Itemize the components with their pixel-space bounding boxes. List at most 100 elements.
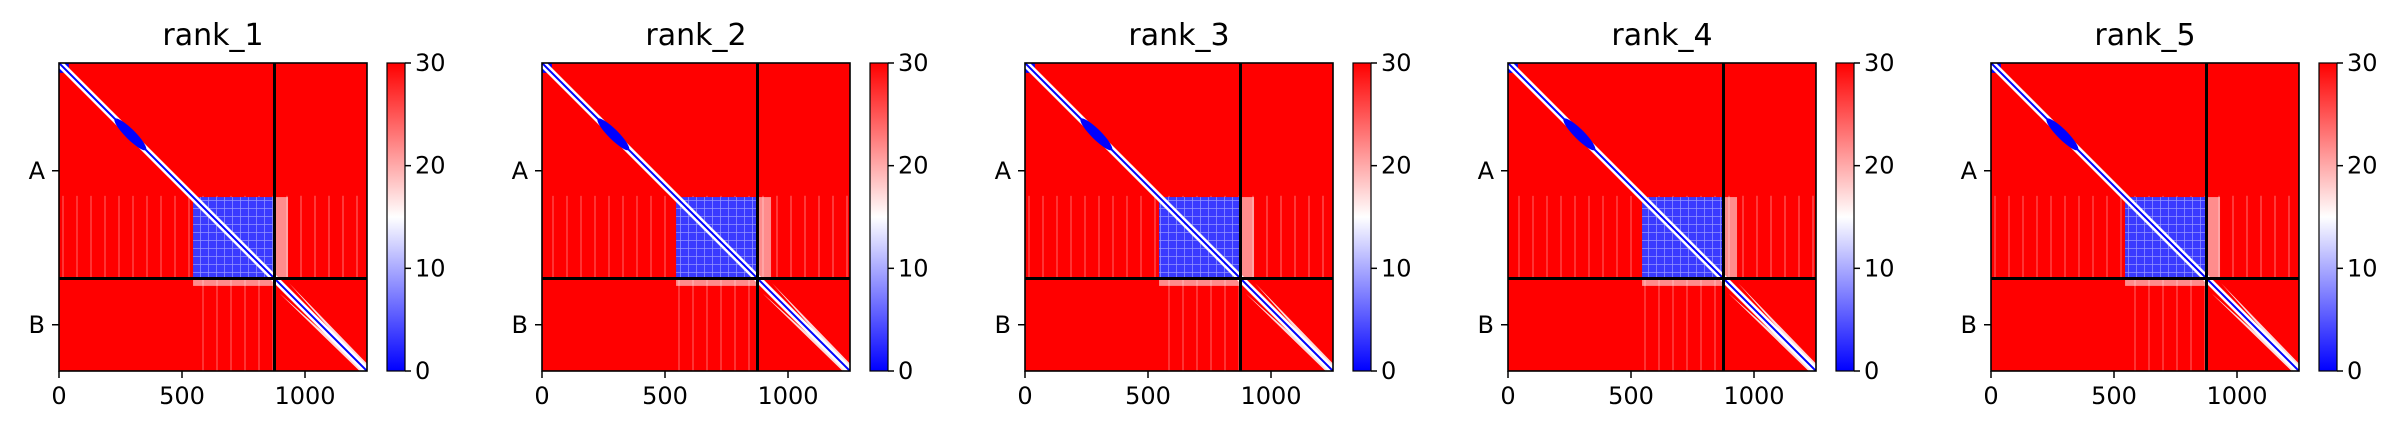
- heatmap-panel-5: rank_5 A B 0 500 1000 0 10 20 30: [1961, 18, 2378, 410]
- heatmap-banding-b: [2123, 278, 2207, 371]
- chain-b-fade-upper: [1255, 283, 1333, 371]
- diagonal-lens: [1080, 118, 1113, 151]
- colorbar: [1353, 63, 1371, 371]
- domain-block-edge-right: [2206, 197, 2221, 279]
- domain-block-edge-bottom: [2125, 278, 2207, 286]
- heatmap-panel-4: rank_4 A B 0 500 1000 0 10 20 30: [1478, 18, 1895, 410]
- heatmap-body: [1508, 63, 1816, 371]
- diagonal-core: [1991, 63, 2299, 371]
- colorbar-tick-label-0: 0: [898, 357, 913, 385]
- heatmap-body: [1025, 63, 1333, 371]
- colorbar-tick-label-0: 0: [415, 357, 430, 385]
- x-tick-label-2: 1000: [1240, 382, 1301, 410]
- heatmap-banding-b: [1157, 278, 1241, 371]
- diagonal-core: [1025, 63, 1333, 371]
- x-tick-label-1: 500: [159, 382, 205, 410]
- heatmap-banding-c: [2206, 195, 2299, 279]
- chart-title: rank_2: [645, 18, 746, 53]
- colorbar-tick-label-3: 30: [415, 49, 446, 77]
- heatmap-panel-1: rank_1 A B 0 500 1000 0 10 20 30: [29, 18, 446, 410]
- domain-block-edge-right: [274, 197, 289, 279]
- x-tick-label-2: 1000: [2206, 382, 2267, 410]
- colorbar-tick-label-2: 20: [1864, 152, 1895, 180]
- colorbar-tick-label-2: 20: [1381, 152, 1412, 180]
- domain-block-edge-bottom: [193, 278, 275, 286]
- colorbar-tick-label-3: 30: [2347, 49, 2378, 77]
- heatmap-banding-c: [274, 195, 367, 279]
- y-tick-label-b: B: [1961, 311, 1977, 339]
- heatmap-body: [1991, 63, 2299, 371]
- colorbar-tick-label-1: 10: [898, 254, 929, 282]
- heatmap-banding-c: [757, 195, 850, 279]
- plot-frame: [541, 62, 851, 372]
- chain-b-fade-upper: [289, 283, 367, 371]
- y-tick-label-a: A: [1478, 157, 1495, 185]
- domain-block-edge-right: [1723, 197, 1738, 279]
- chart-title: rank_4: [1611, 18, 1712, 53]
- diagonal-lens: [1563, 118, 1596, 151]
- chain-b-fade-lower: [762, 293, 850, 371]
- colorbar-frame: [1835, 62, 1855, 372]
- colorbar-tick-label-3: 30: [1381, 49, 1412, 77]
- diagonal-lens: [2046, 118, 2079, 151]
- chain-b-fade-lower: [1245, 293, 1333, 371]
- heatmap-banding-b: [191, 278, 275, 371]
- x-tick-label-0: 0: [534, 382, 549, 410]
- diagonal-core: [1508, 63, 1816, 371]
- colorbar-tick-label-3: 30: [898, 49, 929, 77]
- diagonal-lens: [597, 118, 630, 151]
- x-tick-label-2: 1000: [274, 382, 335, 410]
- colorbar-tick-label-1: 10: [415, 254, 446, 282]
- colorbar: [387, 63, 405, 371]
- heatmap-banding-b: [1640, 278, 1724, 371]
- chart-title: rank_1: [162, 18, 263, 53]
- diagonal-core: [542, 63, 850, 371]
- domain-block-edge-right: [1240, 197, 1255, 279]
- x-tick-label-1: 500: [1125, 382, 1171, 410]
- plot-frame: [1024, 62, 1334, 372]
- chain-b-fade-lower: [2211, 293, 2299, 371]
- x-tick-label-0: 0: [1017, 382, 1032, 410]
- x-tick-label-1: 500: [642, 382, 688, 410]
- colorbar-tick-label-0: 0: [1381, 357, 1396, 385]
- domain-block-edge-bottom: [1642, 278, 1724, 286]
- y-tick-label-a: A: [1961, 157, 1978, 185]
- y-tick-label-a: A: [29, 157, 46, 185]
- heatmap-panel-2: rank_2 A B 0 500 1000 0 10 20 30: [512, 18, 929, 410]
- colorbar-frame: [2318, 62, 2338, 372]
- colorbar-tick-label-0: 0: [1864, 357, 1879, 385]
- x-tick-label-1: 500: [2091, 382, 2137, 410]
- plot-frame: [1990, 62, 2300, 372]
- colorbar-frame: [386, 62, 406, 372]
- y-tick-label-b: B: [995, 311, 1011, 339]
- domain-block-edge-bottom: [676, 278, 758, 286]
- colorbar: [2319, 63, 2337, 371]
- chart-title: rank_5: [2094, 18, 2195, 53]
- colorbar-tick-label-0: 0: [2347, 357, 2362, 385]
- y-tick-label-b: B: [29, 311, 45, 339]
- colorbar-tick-label-1: 10: [1381, 254, 1412, 282]
- diagonal-core: [59, 63, 367, 371]
- y-tick-label-a: A: [995, 157, 1012, 185]
- x-tick-label-0: 0: [1500, 382, 1515, 410]
- y-tick-label-b: B: [512, 311, 528, 339]
- chain-b-fade-lower: [1728, 293, 1816, 371]
- chain-b-fade-upper: [1738, 283, 1816, 371]
- y-tick-label-b: B: [1478, 311, 1494, 339]
- domain-block-edge-bottom: [1159, 278, 1241, 286]
- chain-b-fade-upper: [2221, 283, 2299, 371]
- x-tick-label-2: 1000: [757, 382, 818, 410]
- y-tick-label-a: A: [512, 157, 529, 185]
- heatmap-banding-c: [1723, 195, 1816, 279]
- colorbar-tick-label-1: 10: [1864, 254, 1895, 282]
- heatmap-panel-3: rank_3 A B 0 500 1000 0 10 20 30: [995, 18, 1412, 410]
- colorbar-tick-label-2: 20: [2347, 152, 2378, 180]
- domain-block-edge-right: [757, 197, 772, 279]
- x-tick-label-1: 500: [1608, 382, 1654, 410]
- colorbar-frame: [1352, 62, 1372, 372]
- chain-b-fade-lower: [279, 293, 367, 371]
- chain-b-fade-upper: [772, 283, 850, 371]
- plot-frame: [58, 62, 368, 372]
- x-tick-label-0: 0: [1983, 382, 1998, 410]
